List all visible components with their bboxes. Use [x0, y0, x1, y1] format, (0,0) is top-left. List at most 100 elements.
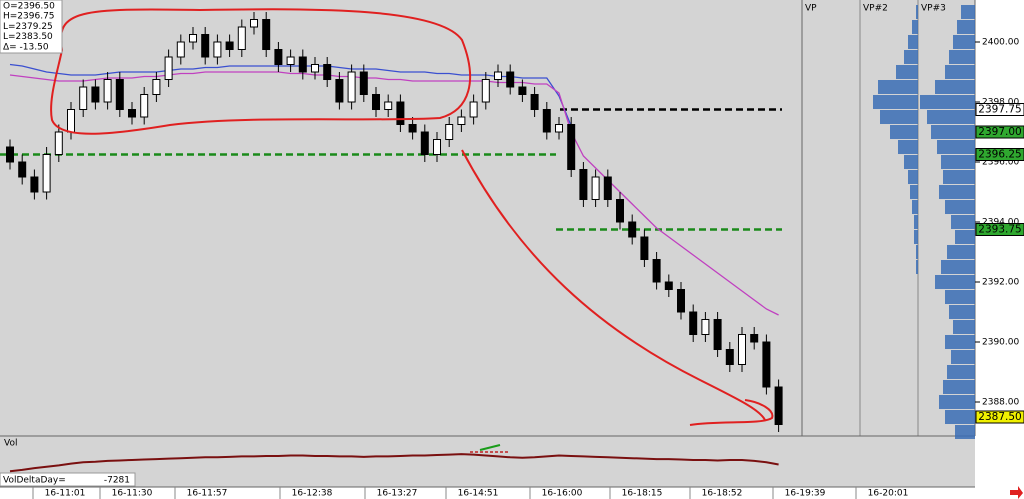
price-tag-label: 2397.75	[978, 104, 1021, 116]
vol-delta-label: VolDeltaDay=	[3, 476, 66, 486]
profile-bar	[957, 20, 975, 34]
profile-bar	[873, 95, 918, 109]
candle-body	[262, 19, 271, 50]
candle-body	[225, 41, 234, 50]
ohlc-text: Δ= -13.50	[3, 42, 49, 52]
candle-body	[6, 146, 14, 163]
ohlc-text: L=2379.25	[3, 22, 53, 32]
time-axis	[0, 487, 1024, 499]
profile-bar	[904, 50, 918, 64]
price-tag-label: 2396.25	[978, 149, 1021, 161]
profile-bar	[908, 35, 918, 49]
y-tick-label: 2400.00	[982, 38, 1019, 48]
price-tag	[975, 148, 1024, 161]
profile-bar	[945, 65, 975, 79]
profile-bar	[943, 170, 975, 184]
candle-body	[713, 319, 722, 350]
x-tick-label: 16-19:39	[785, 489, 826, 499]
candle-body	[372, 94, 380, 110]
candle-body	[42, 154, 51, 193]
candle-body	[591, 176, 600, 200]
price-tag	[975, 223, 1024, 236]
x-tick-label: 16-13:27	[377, 489, 418, 499]
profile-bar	[953, 35, 975, 49]
profile-bar	[945, 335, 975, 349]
profile-bar	[935, 80, 975, 94]
profile-bar	[880, 110, 918, 124]
candle-body	[140, 94, 149, 118]
profile-bar	[939, 395, 975, 409]
profile-bar	[878, 80, 918, 94]
profile-bar	[916, 5, 918, 19]
candle-body	[664, 281, 673, 290]
candle-body	[91, 86, 100, 103]
candle-body	[250, 19, 258, 28]
price-tag	[975, 103, 1024, 116]
candle-body	[542, 109, 551, 133]
vol-delta-box	[0, 472, 136, 487]
candle-body	[481, 79, 490, 103]
candle-body	[152, 79, 161, 95]
candle-body	[628, 221, 637, 238]
profile-bar	[927, 110, 975, 124]
profile-bar	[912, 20, 918, 34]
profile-bar	[920, 95, 975, 109]
x-tick-label: 16-18:15	[622, 489, 663, 499]
profile-bar	[910, 185, 918, 199]
candle-body	[67, 109, 75, 133]
candle-body	[79, 86, 88, 110]
annotation-curve	[689, 399, 774, 426]
x-tick-label: 16-14:51	[458, 489, 499, 499]
candle-body	[506, 71, 515, 88]
candle-body	[30, 176, 39, 193]
profile-bar	[945, 200, 975, 214]
profile-title: VP#3	[921, 4, 946, 14]
profile-bar	[945, 410, 975, 424]
profile-bar	[904, 155, 918, 169]
profile-bar	[941, 260, 975, 274]
candle-body	[335, 79, 344, 103]
candle-body	[128, 109, 136, 118]
price-tag	[975, 125, 1024, 139]
moving-average	[9, 71, 779, 316]
y-tick-label: 2396.00	[982, 158, 1019, 168]
candle-body	[616, 199, 624, 223]
profile-bar	[898, 140, 918, 154]
annotation-loop	[50, 8, 472, 135]
volume-panel	[0, 436, 975, 487]
candle-body	[396, 101, 405, 125]
y-tick-label: 2394.00	[982, 218, 1019, 228]
candle-body	[530, 94, 539, 110]
candle-body	[689, 311, 698, 335]
marks: 2388.00 2390.00 2392.00 2394.00 2396.00 2398.…	[0, 4, 1024, 499]
candle-body	[115, 79, 124, 110]
y-tick-label: 2388.00	[982, 398, 1019, 408]
profile-bar	[908, 170, 918, 184]
profile-bar	[941, 155, 975, 169]
annotation-mark	[479, 444, 501, 451]
candle-body	[408, 124, 417, 133]
candle-body	[311, 64, 319, 73]
price-tag-label: 2387.50	[978, 411, 1021, 423]
profile-bar	[949, 305, 975, 319]
candle-body	[518, 86, 527, 95]
candle-body	[433, 139, 441, 155]
profile-bar	[953, 320, 975, 334]
scroll-arrow[interactable]	[1010, 486, 1023, 499]
ohlc-box	[0, 0, 63, 54]
y-tick-label: 2392.00	[982, 278, 1019, 288]
profile-bar	[890, 125, 918, 139]
profile-bar	[914, 215, 918, 229]
y-tick-label: 2390.00	[982, 338, 1019, 348]
x-tick-label: 16-16:00	[542, 489, 583, 499]
price-tag-label: 2397.00	[978, 126, 1021, 138]
candle-body	[750, 334, 759, 343]
candle-body	[567, 124, 576, 170]
profile-bar	[939, 185, 975, 199]
candle-body	[420, 131, 429, 155]
candle-body	[164, 56, 173, 80]
profile-bar	[945, 290, 975, 304]
profile-bar	[947, 365, 975, 379]
